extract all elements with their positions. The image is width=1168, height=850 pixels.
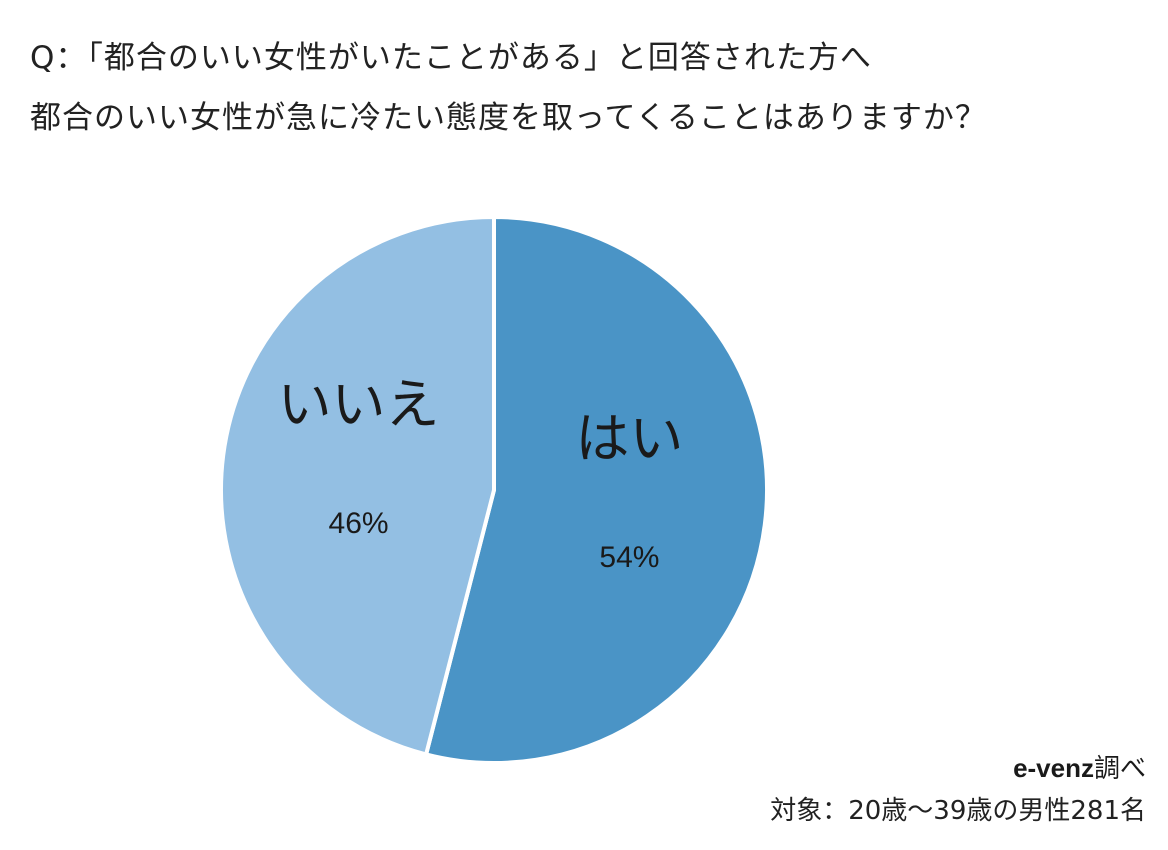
slice-category-label-0: はい bbox=[575, 407, 683, 470]
slice-value-label-1: 46% bbox=[329, 507, 389, 540]
pie-slice-1 bbox=[219, 215, 496, 757]
chart-title-line-2: 都合のいい女性が急に冷たい態度を取ってくることはありますか？ bbox=[30, 100, 987, 136]
survey-note: 対象：20歳〜39歳の男性281名 bbox=[770, 796, 1146, 826]
source-suffix: 調べ bbox=[1093, 754, 1146, 784]
chart-title-line-1: Q：「都合のいい女性がいたことがある」と回答された方へ bbox=[30, 40, 872, 76]
pie-slice-0 bbox=[424, 215, 769, 765]
source-credit: e-venz調べ bbox=[1013, 748, 1146, 785]
slice-category-label-1: いいえ bbox=[278, 373, 440, 436]
source-brand: e-venz bbox=[1013, 753, 1094, 783]
slice-value-label-0: 54% bbox=[599, 541, 659, 574]
